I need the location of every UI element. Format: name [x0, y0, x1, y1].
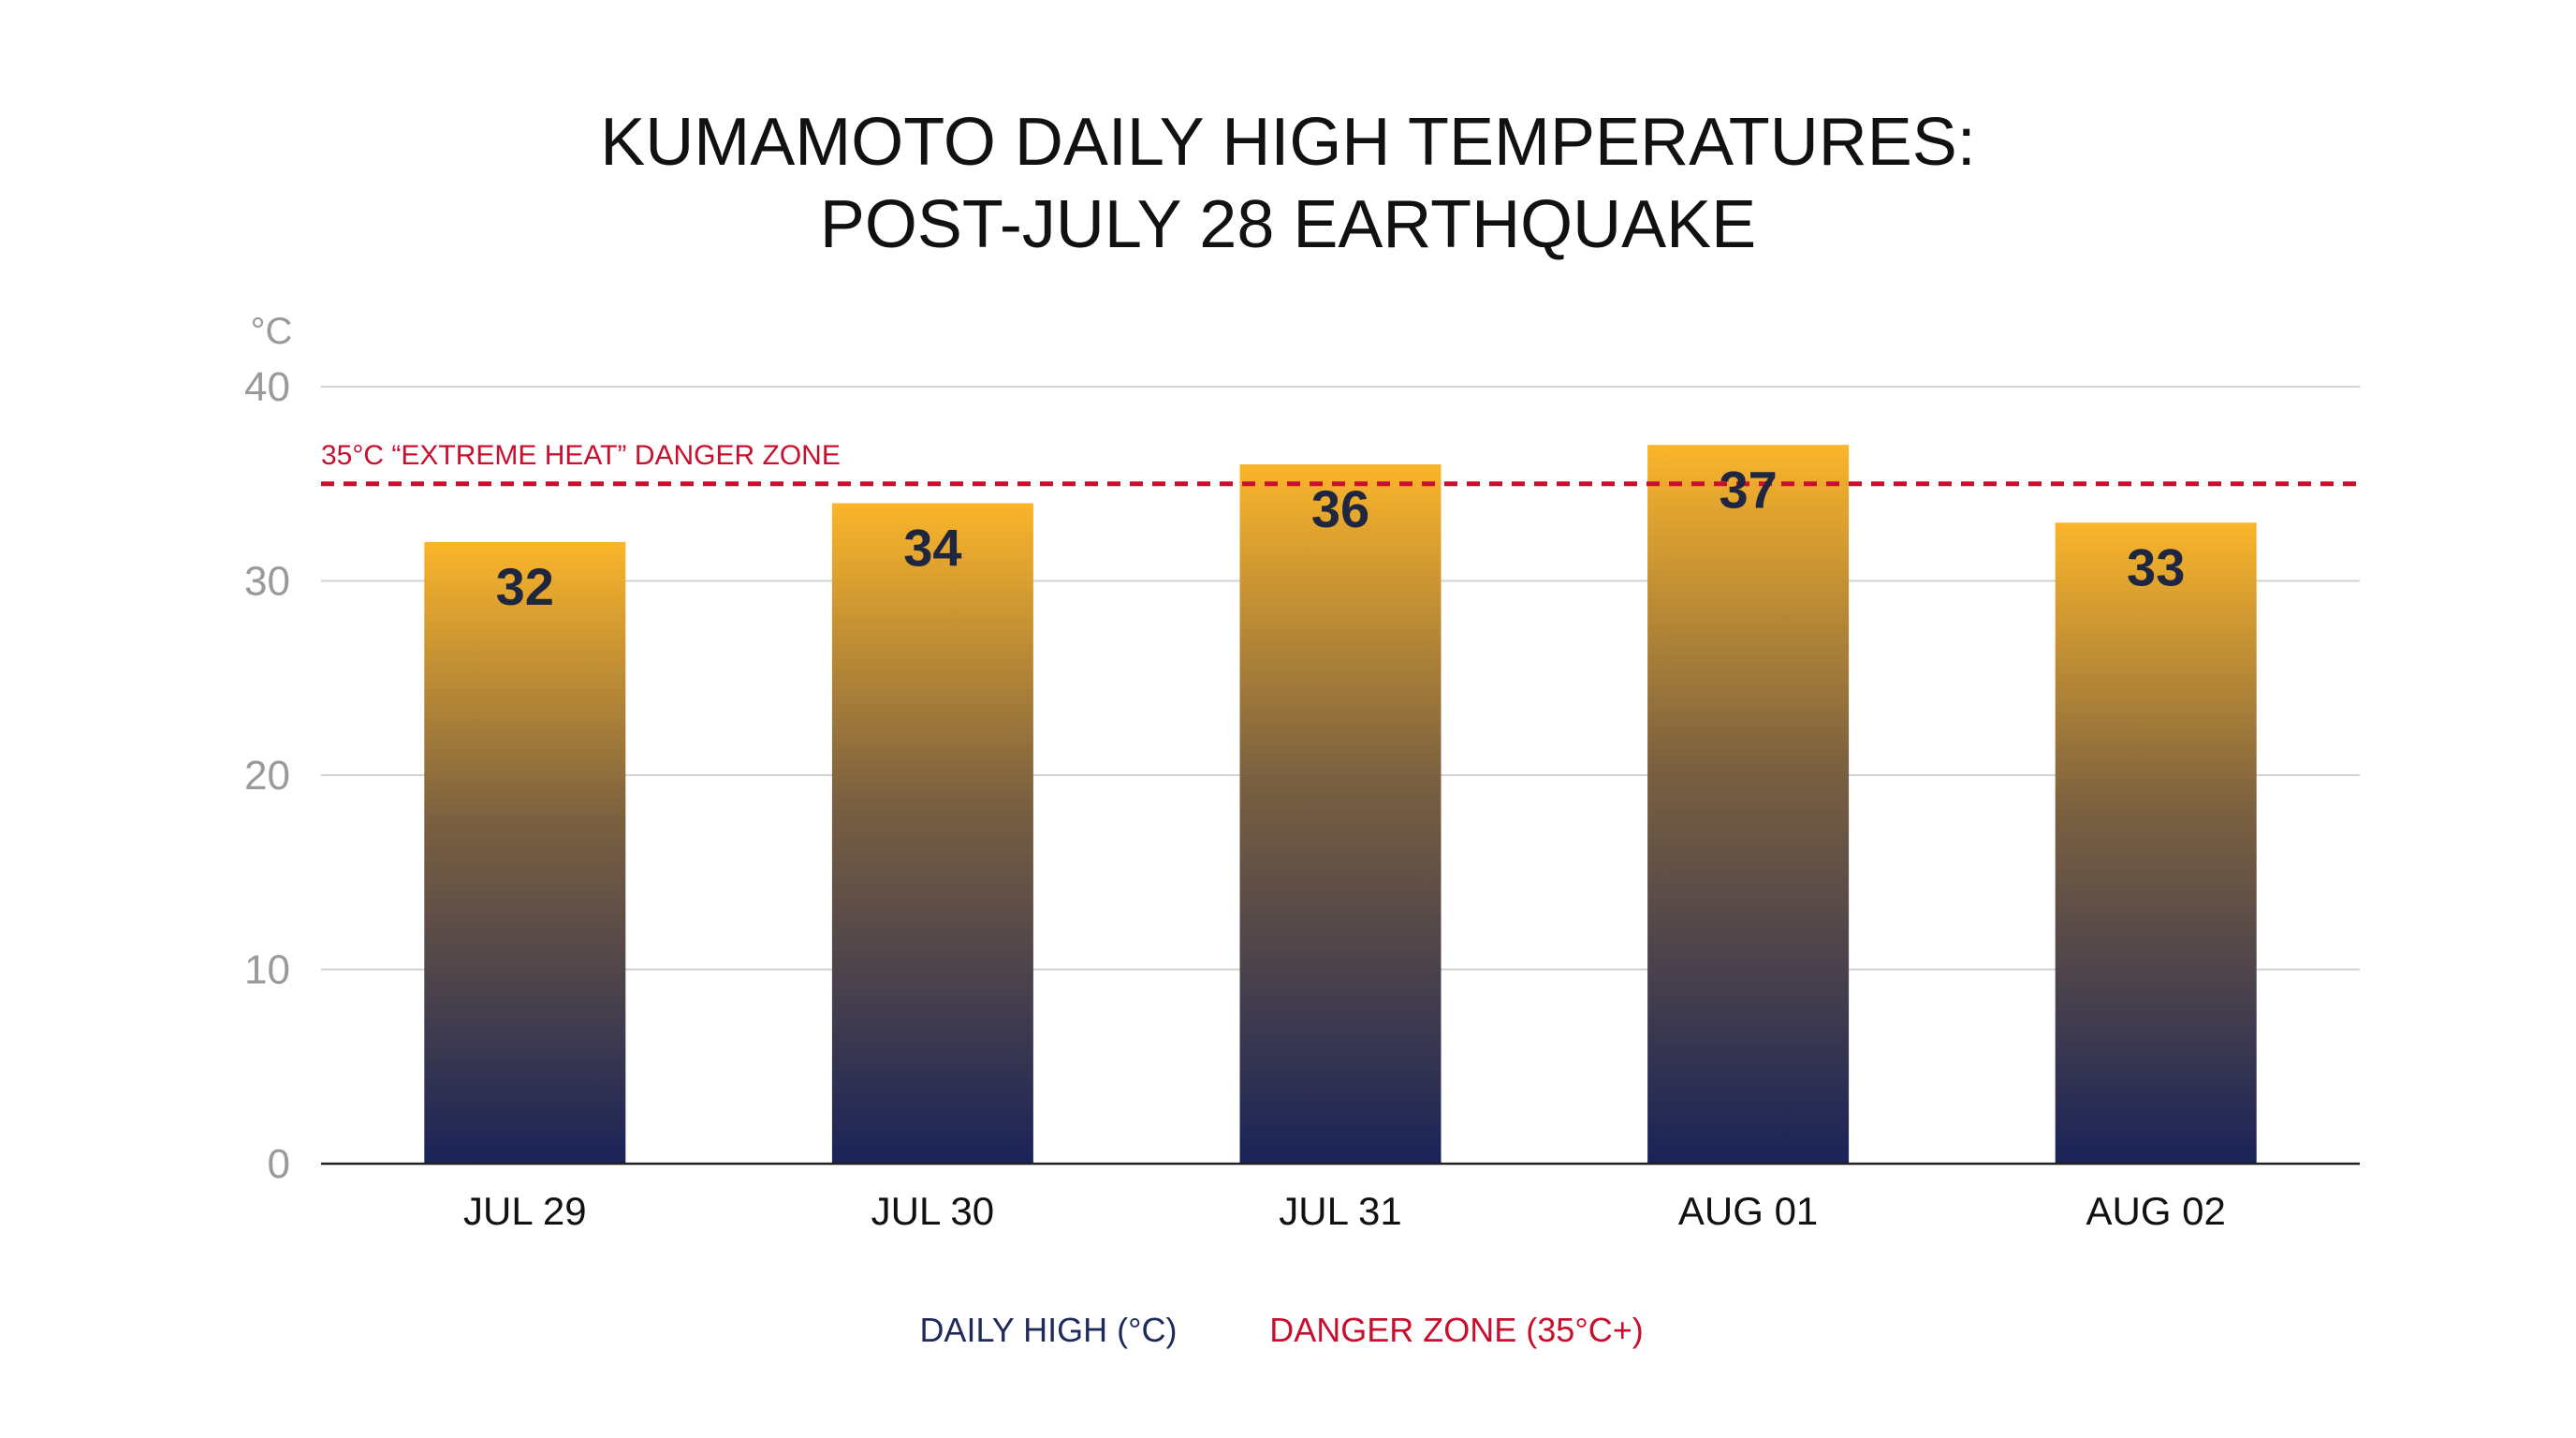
x-tick-label-4: AUG 01 [1678, 1189, 1818, 1233]
y-tick-label-20: 20 [244, 753, 290, 799]
chart-title-line-2: POST-JULY 28 EARTHQUAKE [820, 187, 1756, 262]
legend-daily-high: DAILY HIGH (°C) [919, 1311, 1177, 1349]
legend-danger-zone: DANGER ZONE (35°C+) [1269, 1311, 1643, 1349]
bar-value-label-3: 36 [1311, 479, 1369, 538]
danger-zone-label: 35°C “EXTREME HEAT” DANGER ZONE [321, 440, 841, 471]
bar-4 [1647, 445, 1850, 1164]
bar-value-label-2: 34 [903, 519, 961, 578]
x-tick-label-1: JUL 29 [463, 1189, 587, 1233]
x-tick-label-5: AUG 02 [2086, 1189, 2225, 1233]
bar-value-label-1: 32 [496, 557, 554, 616]
bar-value-label-5: 33 [2127, 537, 2185, 596]
y-tick-label-0: 0 [268, 1141, 290, 1187]
bar-3 [1239, 464, 1442, 1164]
bar-value-label-4: 37 [1719, 460, 1777, 519]
bar-value-labels: 32 34 36 37 33 [496, 460, 2186, 616]
x-tick-label-2: JUL 30 [871, 1189, 995, 1233]
bar-5 [2055, 522, 2257, 1164]
bar-2 [831, 503, 1033, 1164]
chart-title-line-1: KUMAMOTO DAILY HIGH TEMPERATURES: [600, 105, 1976, 180]
y-axis-ticks: 0 10 20 30 40 [244, 364, 290, 1187]
y-axis-unit: °C [251, 311, 293, 352]
bars [424, 445, 2257, 1164]
x-axis-ticks: JUL 29 JUL 30 JUL 31 AUG 01 AUG 02 [463, 1189, 2226, 1233]
y-tick-label-40: 40 [244, 364, 290, 410]
x-tick-label-3: JUL 31 [1279, 1189, 1402, 1233]
bar-1 [424, 542, 626, 1164]
y-tick-label-30: 30 [244, 559, 290, 605]
legend: DAILY HIGH (°C) DANGER ZONE (35°C+) [919, 1311, 1643, 1349]
y-tick-label-10: 10 [244, 947, 290, 993]
danger-zone-reference: 35°C “EXTREME HEAT” DANGER ZONE [321, 440, 2360, 487]
